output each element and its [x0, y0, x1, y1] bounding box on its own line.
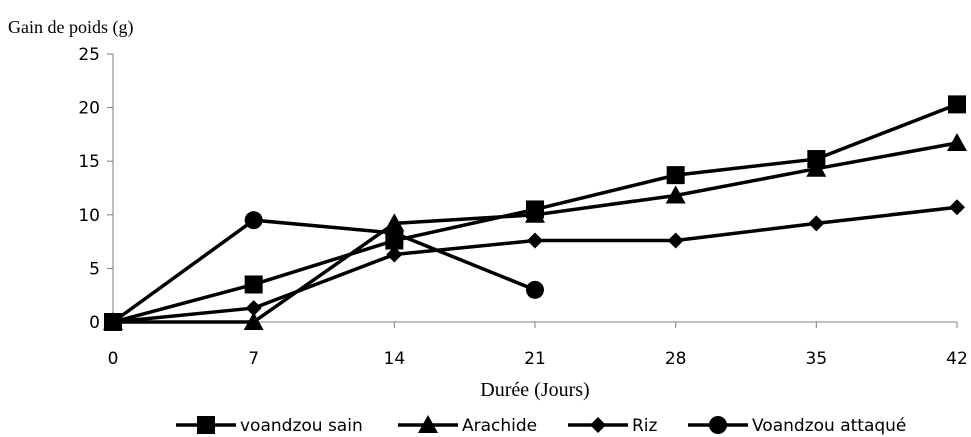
data-point-diamond	[527, 232, 543, 249]
legend: voandzou sain Arachide Riz Voandzou attaqué	[176, 415, 906, 436]
axes: 0 5 10 15 20 25 0 7 14 21 28 35 42	[78, 45, 967, 369]
data-point-square	[244, 275, 263, 294]
legend-item: Voandzou attaqué	[688, 416, 906, 436]
data-point-square	[948, 95, 966, 114]
data-point-diamond	[949, 199, 965, 216]
series-layer	[103, 95, 967, 331]
legend-marker-diamond	[590, 417, 606, 433]
x-tick-label: 21	[524, 349, 546, 369]
x-tick-label: 42	[946, 349, 968, 369]
y-tick-label: 15	[78, 152, 100, 172]
x-tick-label: 7	[248, 349, 259, 369]
series-1	[103, 132, 967, 330]
data-point-triangle	[243, 312, 264, 330]
data-point-circle	[104, 313, 122, 331]
data-point-diamond	[808, 215, 825, 232]
x-tick-label: 28	[665, 349, 687, 369]
legend-marker-square	[197, 416, 215, 434]
data-point-triangle	[947, 132, 967, 151]
y-tick-label: 10	[78, 206, 100, 226]
data-point-square	[666, 166, 685, 185]
x-tick-label: 35	[806, 349, 828, 369]
series-3	[104, 211, 544, 331]
data-point-diamond	[667, 232, 684, 249]
legend-item: Arachide	[398, 415, 537, 436]
y-tick-label: 20	[78, 99, 100, 119]
legend-marker-circle	[709, 416, 727, 434]
data-point-diamond	[386, 246, 403, 263]
data-point-triangle	[806, 158, 827, 177]
series-line	[112, 205, 958, 324]
series-2	[105, 199, 965, 330]
legend-label: voandzou sain	[240, 416, 363, 436]
legend-item: Riz	[568, 416, 658, 436]
legend-marker-triangle	[418, 415, 438, 433]
data-point-circle	[385, 224, 404, 243]
x-tick-label: 0	[108, 349, 119, 369]
data-point-diamond	[245, 300, 262, 317]
y-tick-label: 5	[89, 259, 100, 279]
data-point-triangle	[525, 204, 545, 223]
legend-label: Voandzou attaqué	[752, 416, 906, 436]
y-axis-label: Gain de poids (g)	[8, 17, 133, 38]
legend-item: voandzou sain	[176, 416, 363, 436]
y-tick-label: 25	[78, 45, 100, 65]
x-tick-label: 14	[384, 349, 406, 369]
data-point-circle	[526, 280, 544, 299]
y-tick-label: 0	[89, 313, 100, 333]
data-point-triangle	[665, 185, 686, 204]
data-point-circle	[244, 211, 263, 230]
x-axis-label: Durée (Jours)	[480, 379, 589, 401]
legend-label: Arachide	[462, 416, 537, 436]
legend-label: Riz	[632, 416, 658, 436]
series-line	[111, 218, 536, 324]
